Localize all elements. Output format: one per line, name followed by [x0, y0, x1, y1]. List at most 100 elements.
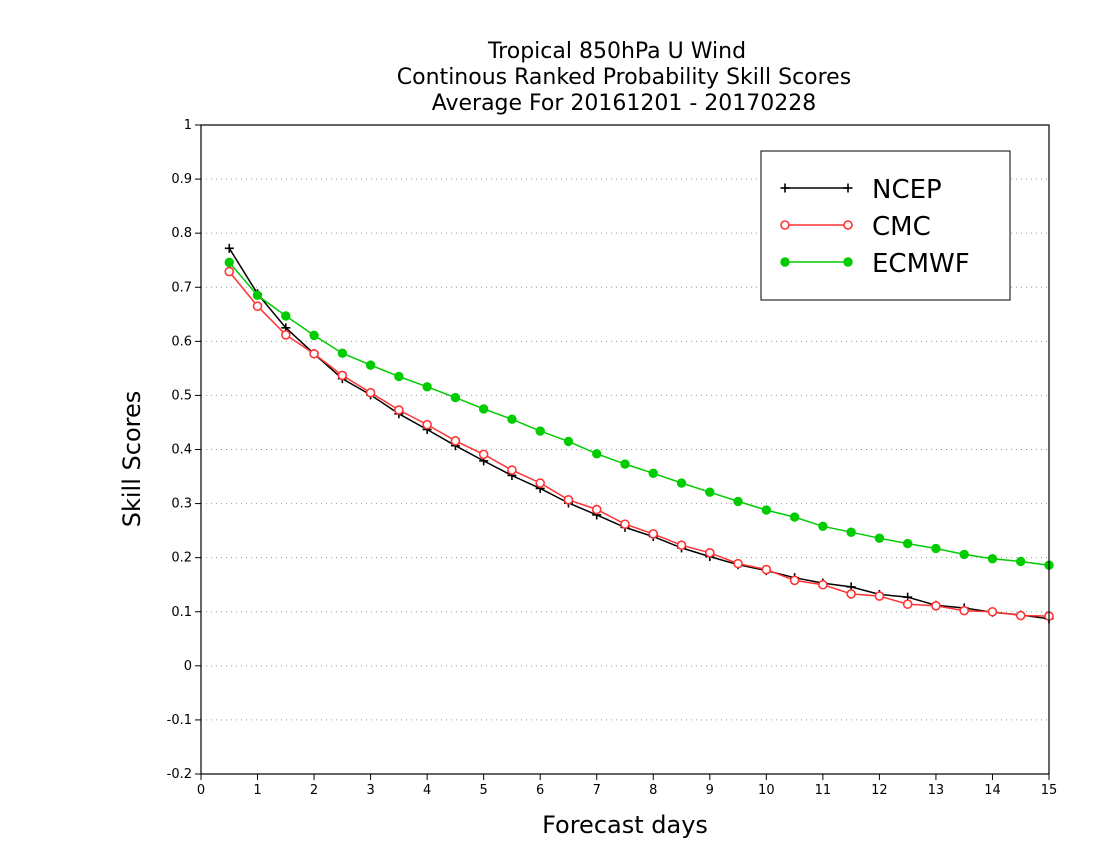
data-point-cmc	[704, 547, 715, 558]
legend-marker	[843, 257, 853, 267]
data-point-ecmwf	[902, 538, 913, 549]
data-point-cmc	[535, 478, 546, 488]
legend-marker	[843, 220, 853, 230]
data-point-cmc	[337, 370, 348, 381]
y-tick-label: -0.1	[167, 713, 192, 728]
legend-label-ecmwf: ECMWF	[872, 249, 970, 279]
y-axis: 1 0.9 0.8 0.7 0.6 0.5 0.4 0.3 0.2 0.1 0 -0.1 -0.2	[167, 118, 201, 782]
data-point-cmc	[591, 504, 602, 515]
data-point-cmc	[365, 387, 376, 398]
data-point-ecmwf	[224, 257, 234, 268]
series-ncep	[224, 243, 1054, 624]
data-point-cmc	[450, 436, 461, 446]
data-point-cmc	[620, 519, 630, 529]
y-tick-label: 0.4	[171, 443, 192, 458]
data-point-ecmwf	[874, 533, 885, 543]
y-tick-label: 0.7	[171, 280, 192, 295]
legend-marker	[780, 183, 790, 193]
legend: NCEP CMC ECMWF	[760, 150, 1011, 301]
legend-marker	[780, 257, 790, 267]
y-tick-label: 0.5	[171, 388, 192, 403]
legend-label-ncep: NCEP	[872, 175, 942, 205]
x-tick-label: 4	[423, 783, 431, 798]
data-point-cmc	[818, 579, 828, 590]
x-tick-label: 10	[758, 783, 775, 798]
data-point-cmc	[478, 449, 489, 460]
series-line-cmc	[228, 271, 1050, 617]
legend-item-ncep: NCEP	[780, 175, 942, 205]
x-tick-label: 13	[928, 783, 945, 798]
y-tick-label: -0.2	[167, 767, 192, 782]
data-point-ecmwf	[450, 392, 461, 403]
data-point-ecmwf	[987, 554, 998, 564]
legend-label-cmc: CMC	[872, 212, 931, 242]
x-tick-label: 3	[366, 783, 374, 798]
data-point-ecmwf	[281, 311, 291, 321]
data-point-cmc	[280, 330, 291, 340]
data-point-cmc	[987, 606, 998, 617]
y-tick-label: 0.2	[171, 551, 192, 566]
series-cmc	[224, 266, 1054, 621]
data-point-ecmwf	[337, 348, 348, 358]
y-tick-label: 0.9	[171, 172, 192, 187]
x-tick-label: 15	[1041, 783, 1058, 798]
data-point-cmc	[252, 301, 263, 311]
x-tick-label: 2	[310, 783, 318, 798]
x-tick-label: 8	[649, 783, 657, 798]
data-point-cmc	[394, 405, 404, 415]
data-point-ecmwf	[563, 436, 574, 447]
data-point-cmc	[422, 419, 432, 430]
data-point-ecmwf	[507, 414, 517, 424]
data-point-ecmwf	[733, 496, 743, 507]
plot-series	[224, 243, 1054, 624]
legend-item-ecmwf: ECMWF	[780, 249, 970, 279]
data-point-cmc	[648, 529, 659, 539]
y-tick-label: 0.1	[171, 605, 192, 620]
x-tick-label: 12	[871, 783, 888, 798]
chart-title-line-2: Continous Ranked Probability Skill Score…	[397, 65, 851, 90]
y-tick-label: 0	[184, 659, 192, 674]
x-tick-label: 14	[984, 783, 1001, 798]
x-axis: 0 1 2 3 4 5 6 7 8 9 10 11 12 13 14 15	[197, 774, 1057, 798]
data-point-cmc	[563, 494, 574, 505]
x-tick-label: 6	[536, 783, 544, 798]
data-point-cmc	[733, 558, 743, 569]
series-ecmwf	[224, 257, 1054, 570]
data-point-cmc	[1015, 610, 1026, 621]
data-point-cmc	[676, 540, 687, 551]
data-point-ecmwf	[535, 426, 545, 436]
data-point-ecmwf	[959, 549, 969, 560]
data-point-ecmwf	[309, 330, 319, 341]
data-point-cmc	[309, 348, 319, 359]
data-point-ecmwf	[789, 512, 800, 522]
x-axis-title: Forecast days	[542, 811, 708, 839]
data-point-ncep	[224, 243, 234, 253]
x-tick-label: 11	[815, 783, 832, 798]
x-tick-label: 1	[253, 783, 261, 798]
y-tick-label: 0.8	[171, 226, 192, 241]
data-point-cmc	[507, 465, 517, 475]
data-point-ecmwf	[394, 371, 404, 382]
data-point-ecmwf	[705, 487, 715, 497]
data-point-ecmwf	[931, 543, 941, 554]
legend-marker	[843, 183, 853, 193]
data-point-cmc	[959, 605, 970, 616]
data-point-ecmwf	[478, 404, 489, 414]
data-point-cmc	[789, 575, 800, 586]
y-axis-title: Skill Scores	[118, 391, 146, 528]
data-point-ecmwf	[1016, 556, 1026, 567]
data-point-ecmwf	[676, 478, 687, 488]
x-tick-label: 7	[593, 783, 601, 798]
plot-frame	[200, 124, 1050, 775]
series-line-ncep	[228, 247, 1050, 620]
x-tick-label: 5	[480, 783, 488, 798]
chart-title-line-3: Average For 20161201 - 20170228	[432, 91, 817, 116]
x-tick-label: 0	[197, 783, 205, 798]
data-point-cmc	[846, 589, 856, 599]
data-point-cmc	[761, 564, 772, 575]
data-point-cmc	[931, 601, 941, 611]
data-point-ecmwf	[592, 449, 602, 459]
data-point-ecmwf	[620, 459, 630, 469]
data-point-ecmwf	[818, 521, 828, 531]
